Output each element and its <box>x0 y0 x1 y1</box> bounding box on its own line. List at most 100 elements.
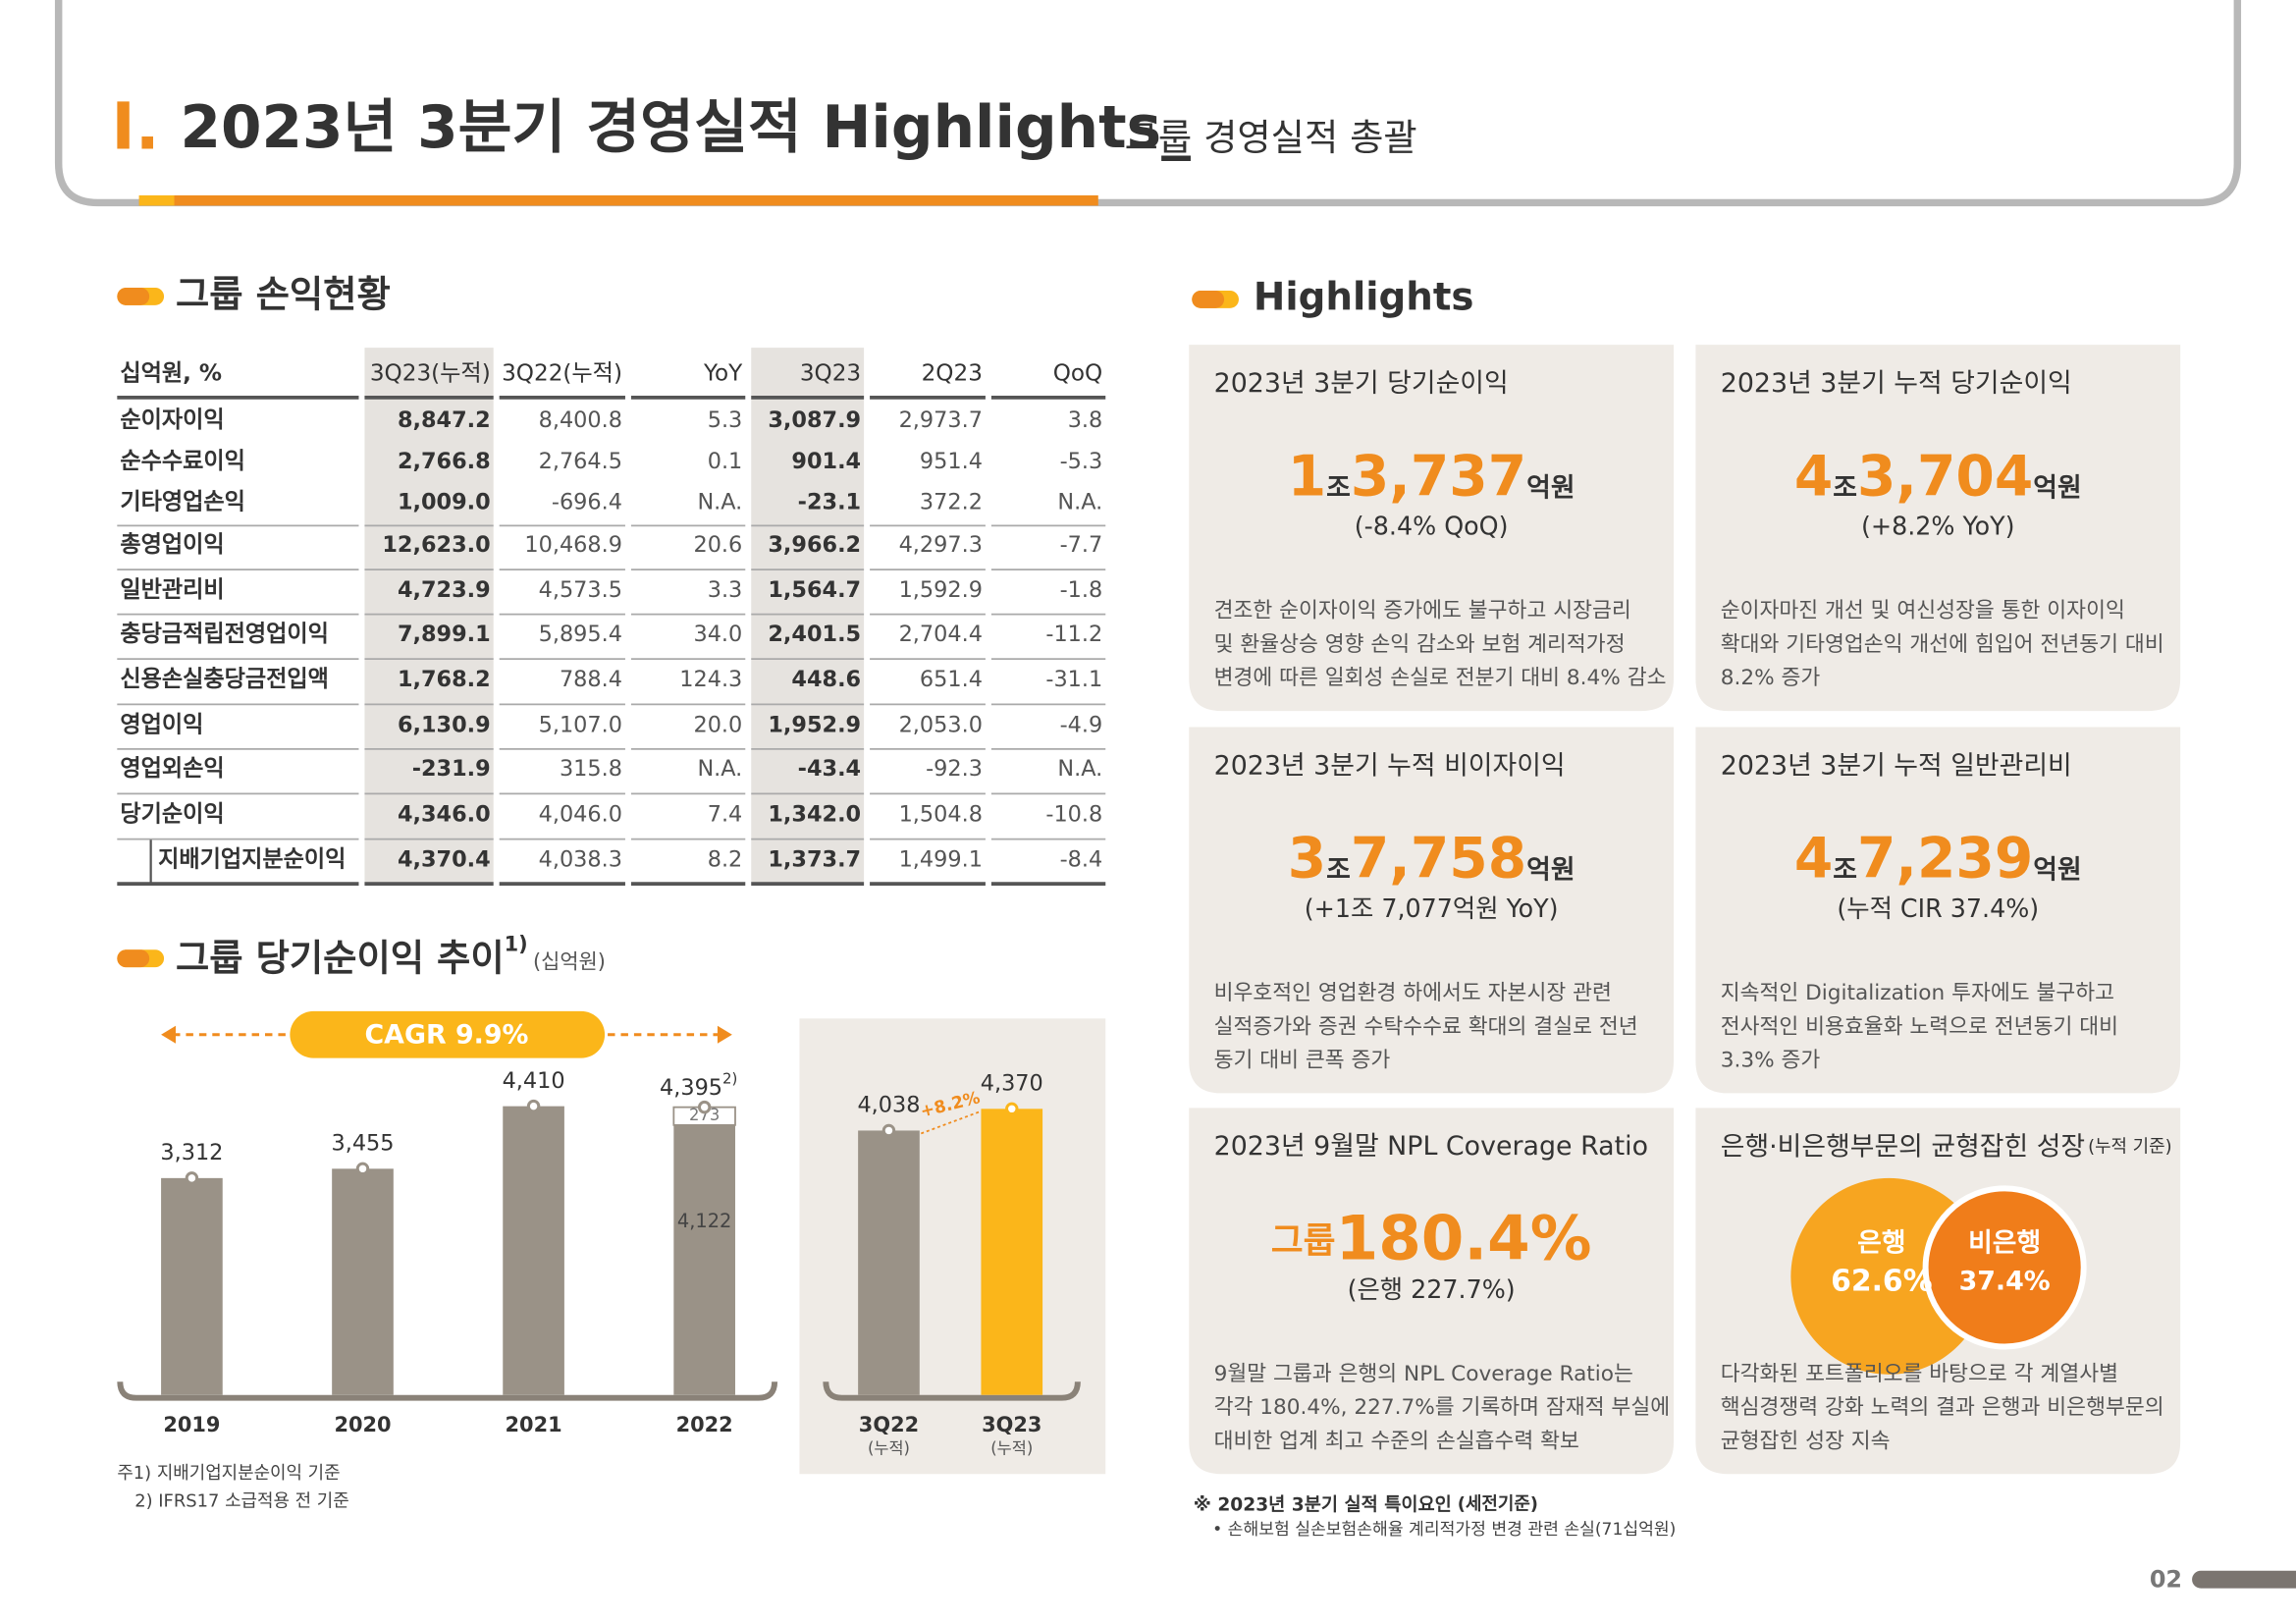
row-label: 총영업이익 <box>120 532 224 558</box>
header-underline-accent <box>138 194 175 206</box>
total-note: 2) <box>722 1069 737 1087</box>
card-sub: (누적 CIR 37.4%) <box>1837 893 2039 923</box>
row-label: 충당금적립전영업이익 <box>120 622 329 647</box>
cell-value: 34.0 <box>693 622 742 647</box>
x-tick-sublabel: (누적) <box>990 1438 1033 1457</box>
footnote: 2) IFRS17 소급적용 전 기준 <box>134 1491 348 1512</box>
figure-unit: 억원 <box>2033 472 2081 503</box>
card-figure: 4조3,704억원 <box>1794 444 2082 509</box>
bar <box>503 1106 564 1395</box>
cell-value: -10.8 <box>1045 801 1102 827</box>
row-label: 영업이익 <box>120 712 203 737</box>
row-label: 당기순이익 <box>120 801 224 827</box>
card <box>1695 727 2181 1094</box>
figure-number: 3,737 <box>1351 444 1526 509</box>
cell-value: 6,130.9 <box>398 712 491 737</box>
cell-value: 788.4 <box>560 667 622 692</box>
cell-value: 1,592.9 <box>899 577 983 603</box>
cell-value: 3.8 <box>1068 407 1103 433</box>
cell-value: N.A. <box>697 490 742 515</box>
cell-value: 2,401.5 <box>768 622 861 647</box>
cell-value: 4,370.4 <box>398 847 491 873</box>
page-number: 02 <box>2150 1566 2182 1594</box>
cell-value: 10,468.9 <box>524 532 622 558</box>
cell-value: -23.1 <box>798 490 861 515</box>
title-text: 은행·비은행부문의 균형잡힌 성장 <box>1721 1131 2085 1162</box>
card-figure: 3조7,758억원 <box>1288 826 1575 891</box>
figure-unit: 조 <box>1833 472 1857 503</box>
bar-segment <box>673 1124 735 1395</box>
card-desc: 3.3% 증가 <box>1721 1049 1821 1073</box>
heading-note: 1) <box>505 933 528 956</box>
card-title: 2023년 3분기 누적 비이자이익 <box>1214 750 1566 781</box>
cell-value: -5.3 <box>1060 449 1103 474</box>
footnote: 주1) 지배기업지분순이익 기준 <box>117 1463 340 1484</box>
cagr-pill <box>290 1010 606 1058</box>
x-tick-label: 2019 <box>163 1413 220 1436</box>
note-title: ※ 2023년 3분기 실적 특이요인 <box>1194 1494 1452 1515</box>
cell-value: 5,107.0 <box>539 712 622 737</box>
column-header: QoQ <box>1053 360 1103 386</box>
title-note: (누적 기준) <box>2088 1137 2171 1158</box>
cell-value: 1,952.9 <box>768 712 861 737</box>
header-frame <box>54 0 2242 207</box>
column-header: 3Q23 <box>800 360 861 386</box>
figure-number: 3 <box>1288 826 1326 891</box>
cell-value: 1,768.2 <box>398 667 491 692</box>
cagr-arrow-head <box>161 1025 177 1044</box>
cell-value: 1,504.8 <box>899 801 983 827</box>
header-title: 2023년 3분기 경영실적 Highlights_ <box>180 94 1191 162</box>
card-desc: 변경에 따른 일회성 손실로 전분기 대비 8.4% 감소 <box>1214 666 1667 690</box>
figure-number: 4 <box>1794 826 1833 891</box>
cell-value: -696.4 <box>552 490 622 515</box>
figure-unit: 억원 <box>1526 854 1575 885</box>
cell-value: 2,704.4 <box>899 622 983 647</box>
card-desc: 견조한 순이자이익 증가에도 불구하고 시장금리 <box>1214 599 1631 623</box>
cell-value: 20.6 <box>693 532 742 558</box>
total-label: 4,395 <box>660 1075 722 1101</box>
income-table: 십억원, % 3Q23(누적) 3Q22(누적) YoY 3Q23 2Q23 QoQ 순이자이… <box>117 348 1106 886</box>
value-label: 3,312 <box>160 1140 223 1165</box>
figure-unit: 조 <box>1833 854 1857 885</box>
cell-value: 5,895.4 <box>539 622 622 647</box>
card-title: 2023년 3분기 당기순이익 <box>1214 368 1509 399</box>
bar <box>981 1109 1043 1395</box>
cell-value: 4,723.9 <box>398 577 491 603</box>
cell-value: -43.4 <box>798 756 861 782</box>
bullet <box>117 287 165 305</box>
card-desc: 다각화된 포트폴리오를 바탕으로 각 계열사별 <box>1721 1362 2118 1386</box>
card-title: 2023년 3분기 누적 일반관리비 <box>1721 750 2072 781</box>
card-desc: 비우호적인 영업환경 하에서도 자본시장 관련 <box>1214 981 1612 1005</box>
nonbank-circle <box>1922 1185 2087 1350</box>
row-label: 신용손실충당금전입액 <box>120 667 329 692</box>
cell-value: 4,573.5 <box>539 577 622 603</box>
cell-value: 2,973.7 <box>899 407 983 433</box>
column-header: 3Q23(누적) <box>370 360 491 386</box>
cell-value: 8.2 <box>708 847 743 873</box>
cell-value: N.A. <box>1057 756 1102 782</box>
card-sub: (+1조 7,077억원 YoY) <box>1305 893 1559 923</box>
cell-value: 2,766.8 <box>398 449 491 474</box>
header-subtitle: 그룹 경영실적 총괄 <box>1125 116 1417 159</box>
card-figure: 그룹180.4% <box>1271 1203 1592 1274</box>
cell-value: -7.7 <box>1060 532 1103 558</box>
card-desc: 및 환율상승 영향 손익 감소와 보험 계리적가정 <box>1214 632 1626 657</box>
heading-text: 그룹 당기순이익 추이 <box>176 936 505 979</box>
bar <box>332 1168 394 1395</box>
cell-value: 4,046.0 <box>539 801 622 827</box>
cell-value: 2,053.0 <box>899 712 983 737</box>
row-label: 지배기업지분순이익 <box>158 847 346 873</box>
segment-label: 4,122 <box>677 1210 731 1232</box>
x-tick-sublabel: (누적) <box>868 1438 910 1457</box>
cell-value: -31.1 <box>1045 667 1102 692</box>
cell-value: 901.4 <box>791 449 861 474</box>
cell-value: 3,966.2 <box>768 532 861 558</box>
column-header: YoY <box>703 360 743 386</box>
cell-value: 20.0 <box>693 712 742 737</box>
cell-value: 8,847.2 <box>398 407 491 433</box>
cell-value: -8.4 <box>1060 847 1103 873</box>
cell-value: 1,342.0 <box>768 801 861 827</box>
figure-number: 1 <box>1288 444 1326 509</box>
section-heading: 그룹 손익현황 <box>176 272 391 315</box>
chart-baseline <box>117 1381 778 1401</box>
